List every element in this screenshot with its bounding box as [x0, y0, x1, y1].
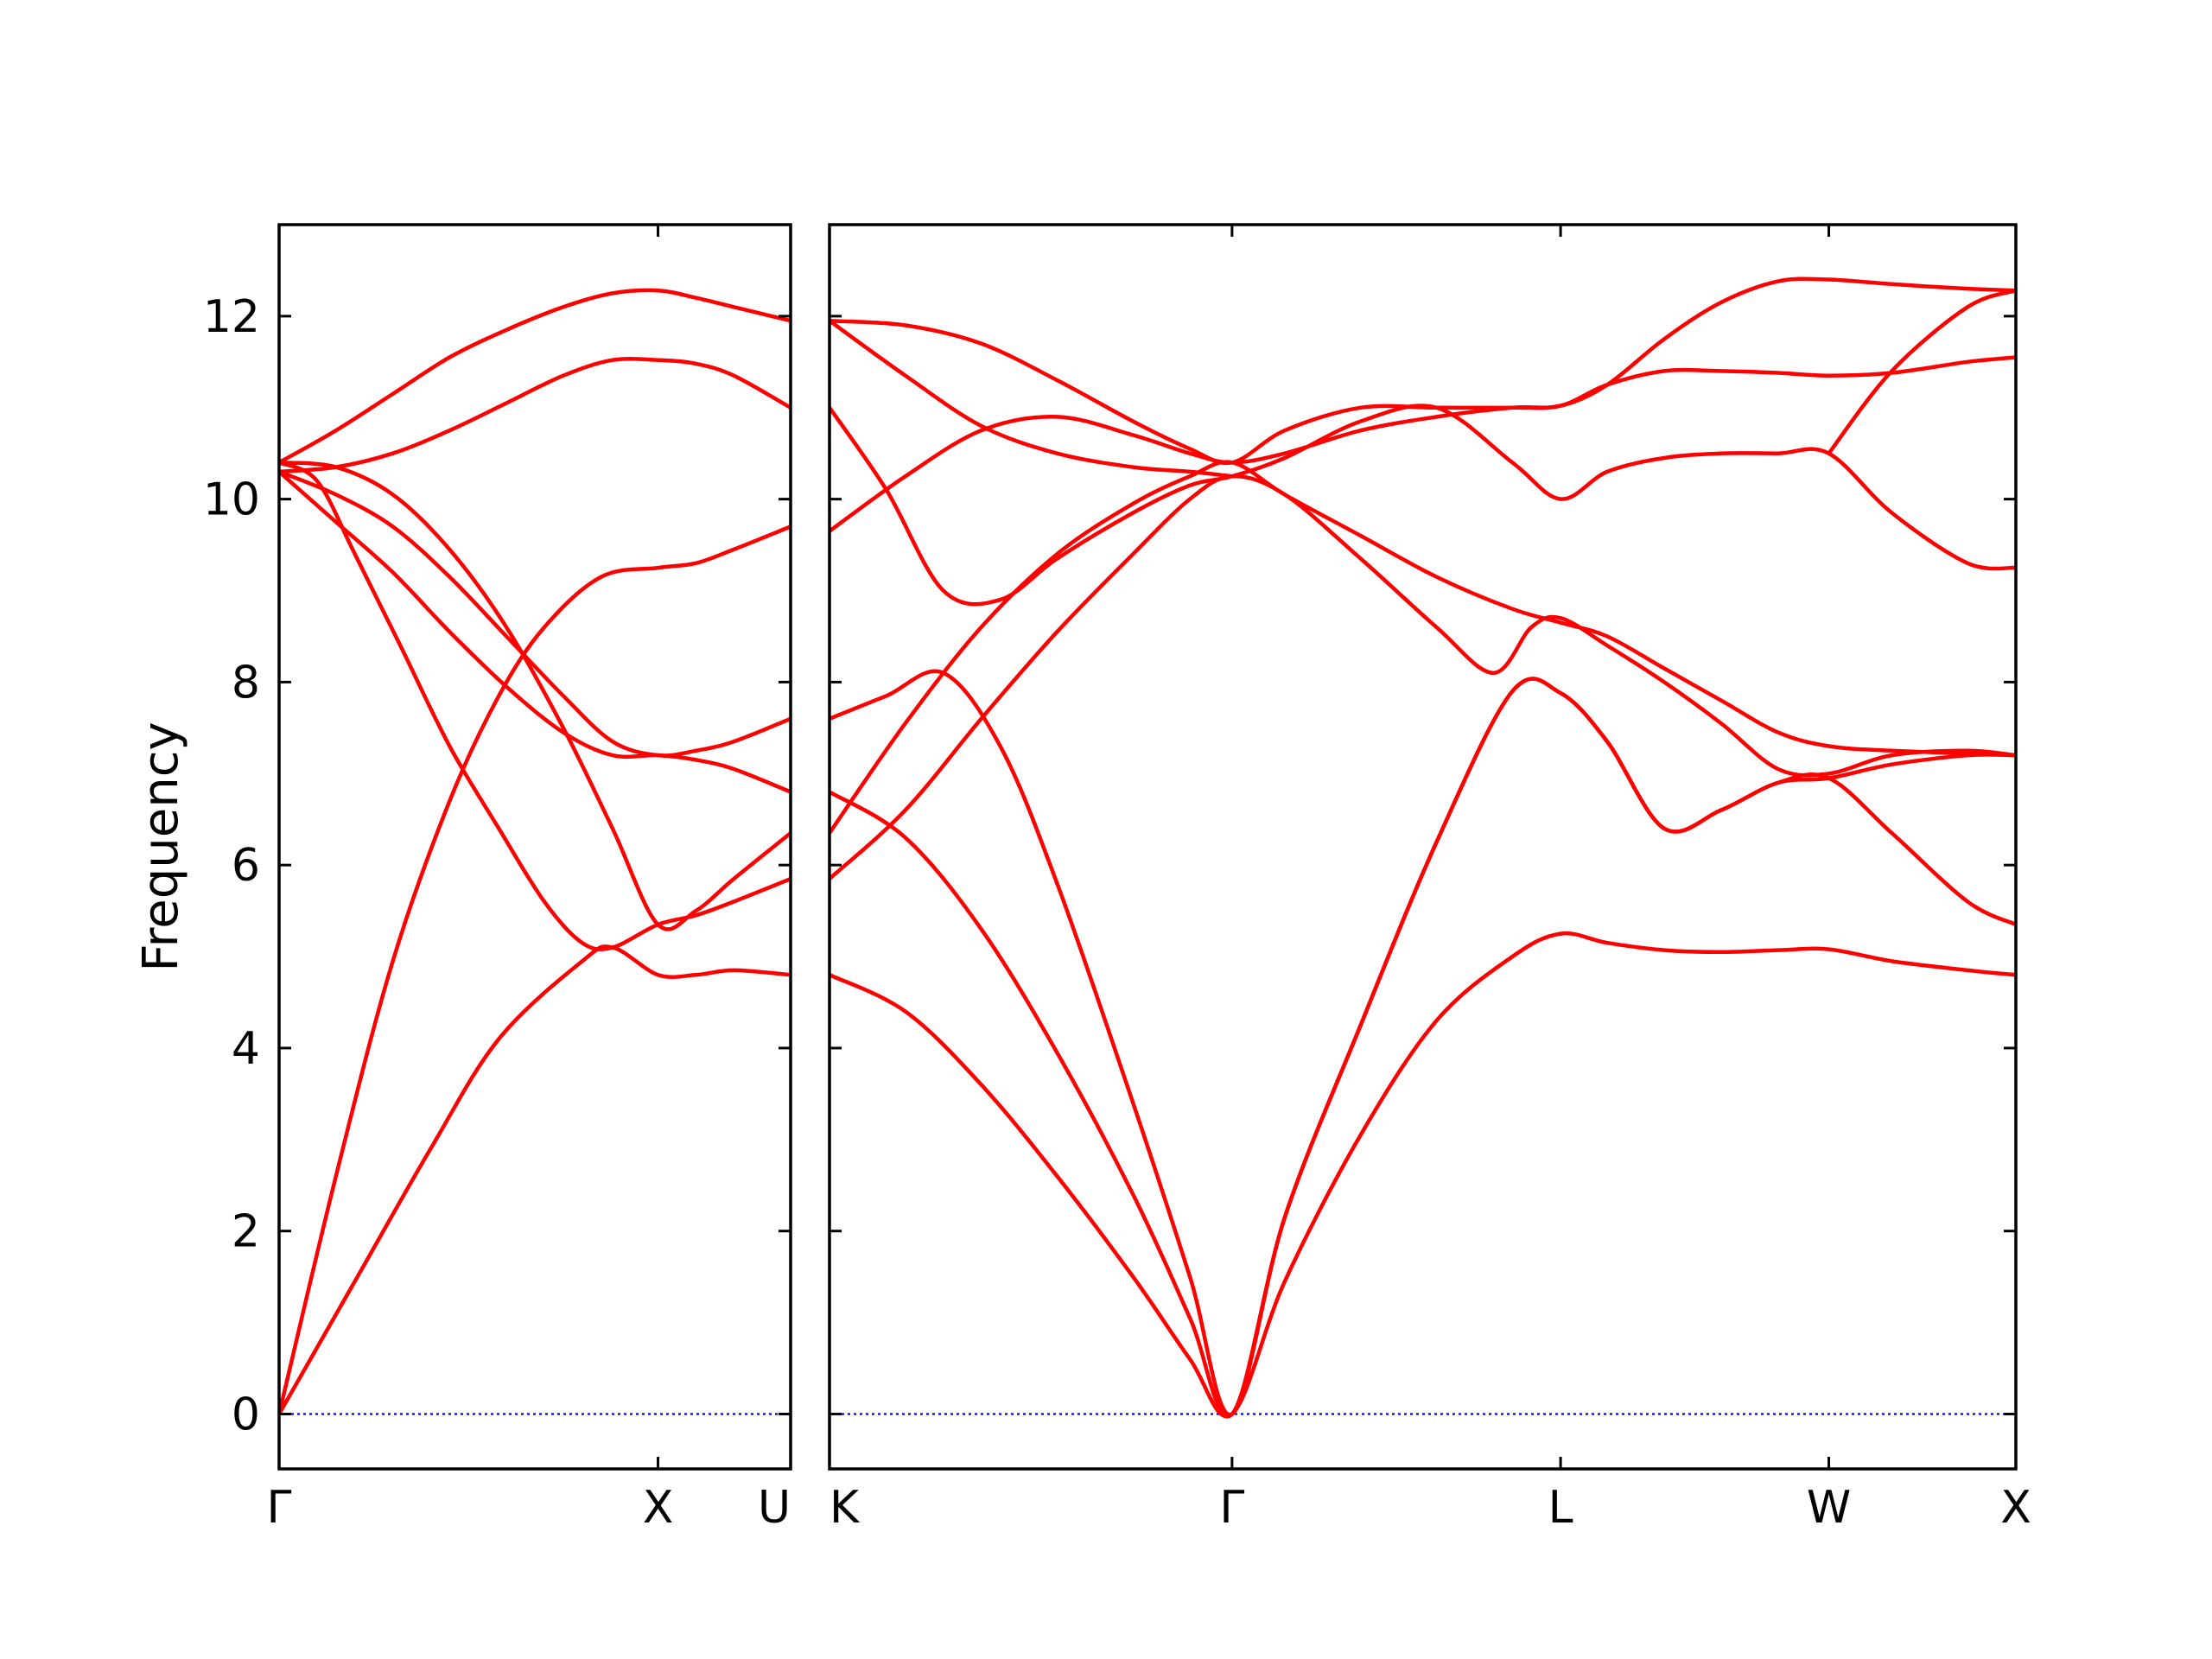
x-tick-label: X: [643, 1482, 674, 1534]
y-axis-label: Frequency: [133, 721, 189, 971]
x-tick-label: U: [758, 1482, 791, 1534]
y-tick-label: 10: [203, 474, 260, 526]
x-tick-label: Γ: [267, 1482, 292, 1534]
y-tick-label: 6: [232, 840, 260, 892]
y-tick-label: 12: [203, 291, 260, 343]
band-line-7: [279, 356, 791, 474]
panel-gamma-x-u: 0 2 4 6 8 10 12 Γ X U: [203, 223, 792, 1534]
band-line-10: [1827, 289, 2016, 455]
y-tick-label: 2: [232, 1206, 260, 1258]
x-tick-label: L: [1548, 1482, 1573, 1534]
band-line-2: [830, 677, 2016, 1419]
x-tick-label: W: [1807, 1482, 1851, 1534]
plot-frame: [828, 223, 2018, 1471]
band-line-3: [279, 461, 791, 951]
y-tick-label: 4: [232, 1023, 260, 1075]
x-tick-label: X: [2000, 1482, 2031, 1534]
x-tick-label: Γ: [1219, 1482, 1244, 1534]
band-line-6: [279, 461, 791, 931]
band-line-4: [279, 470, 791, 794]
band-line-3: [830, 669, 2016, 1417]
band-line-7: [830, 355, 2016, 533]
band-line-9: [830, 319, 1233, 479]
band-line-5: [279, 469, 791, 758]
y-tick-label: 0: [232, 1389, 260, 1440]
y-tick-label: 8: [232, 657, 260, 709]
band-line-8: [830, 276, 2016, 466]
band-line-1: [279, 944, 791, 1415]
plot-frame: [277, 223, 792, 1471]
band-line-2: [279, 524, 791, 1415]
band-line-1: [830, 931, 2016, 1419]
band-line-4: [830, 474, 2016, 880]
band-line-8: [279, 288, 791, 465]
x-tick-label: K: [830, 1482, 861, 1534]
